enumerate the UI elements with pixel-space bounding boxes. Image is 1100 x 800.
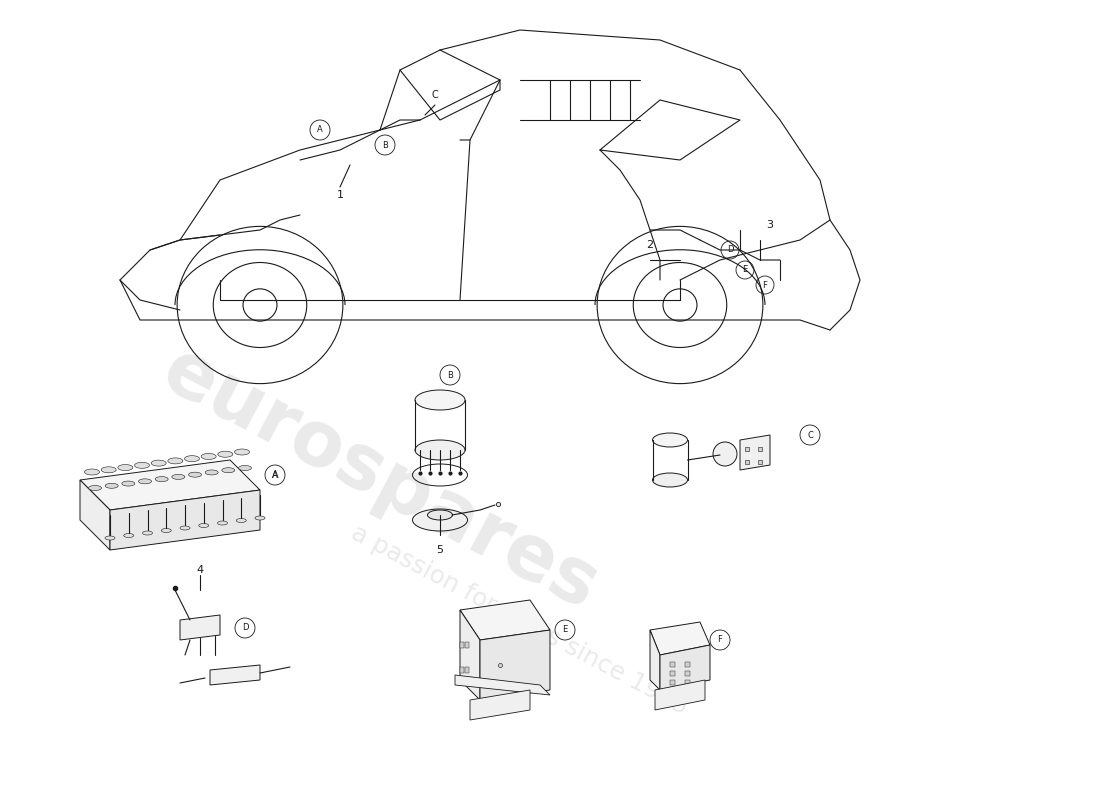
Text: eurospares: eurospares (150, 334, 610, 626)
Bar (685, 679, 690, 685)
Polygon shape (455, 675, 550, 695)
Circle shape (713, 442, 737, 466)
Text: 3: 3 (767, 220, 773, 230)
Bar (670, 670, 674, 675)
Polygon shape (80, 480, 110, 550)
Text: D: D (242, 623, 249, 633)
Ellipse shape (139, 479, 152, 484)
Text: B: B (447, 370, 453, 379)
Polygon shape (650, 622, 710, 655)
Text: B: B (382, 141, 388, 150)
Bar (460, 667, 464, 673)
Polygon shape (470, 690, 530, 720)
Bar (685, 670, 690, 675)
Ellipse shape (88, 486, 101, 490)
Ellipse shape (188, 472, 201, 477)
Text: E: E (742, 266, 748, 274)
Ellipse shape (118, 465, 133, 470)
Polygon shape (660, 645, 710, 690)
Text: a passion for parts since 1985: a passion for parts since 1985 (348, 521, 693, 719)
Polygon shape (210, 665, 260, 685)
Ellipse shape (222, 468, 234, 473)
Bar (670, 679, 674, 685)
Polygon shape (460, 600, 550, 640)
Bar (460, 642, 464, 648)
Ellipse shape (101, 466, 117, 473)
Text: A: A (272, 470, 278, 479)
Polygon shape (650, 630, 660, 690)
Ellipse shape (134, 462, 150, 468)
Text: C: C (431, 90, 439, 100)
Text: 1: 1 (337, 190, 343, 200)
Ellipse shape (151, 460, 166, 466)
Text: F: F (717, 635, 723, 645)
Text: C: C (807, 430, 813, 439)
Ellipse shape (412, 509, 468, 531)
Polygon shape (80, 460, 260, 510)
Bar (465, 642, 469, 648)
Ellipse shape (428, 510, 452, 520)
Polygon shape (654, 680, 705, 710)
Ellipse shape (255, 516, 265, 520)
Text: 4: 4 (197, 565, 204, 575)
Bar (670, 662, 674, 666)
Ellipse shape (172, 474, 185, 479)
Ellipse shape (199, 523, 209, 527)
Polygon shape (740, 435, 770, 470)
Ellipse shape (168, 458, 183, 464)
Ellipse shape (104, 536, 116, 540)
Ellipse shape (155, 477, 168, 482)
Ellipse shape (206, 470, 218, 475)
Ellipse shape (234, 449, 250, 455)
Ellipse shape (652, 473, 688, 487)
Ellipse shape (123, 534, 134, 538)
Polygon shape (110, 490, 260, 550)
Bar (685, 662, 690, 666)
Polygon shape (460, 610, 480, 700)
Text: 5: 5 (437, 545, 443, 555)
Polygon shape (480, 630, 550, 700)
Ellipse shape (218, 521, 228, 525)
Bar (465, 667, 469, 673)
Ellipse shape (185, 456, 199, 462)
Ellipse shape (239, 466, 252, 470)
Ellipse shape (415, 390, 465, 410)
Ellipse shape (180, 526, 190, 530)
Ellipse shape (201, 454, 217, 459)
Text: E: E (562, 626, 568, 634)
Ellipse shape (162, 529, 172, 533)
Ellipse shape (122, 481, 135, 486)
Text: A: A (317, 126, 323, 134)
Text: D: D (727, 246, 734, 254)
Text: F: F (762, 281, 768, 290)
Ellipse shape (415, 440, 465, 460)
Ellipse shape (218, 451, 233, 458)
Ellipse shape (236, 518, 246, 522)
Ellipse shape (652, 433, 688, 447)
Ellipse shape (85, 469, 99, 475)
Polygon shape (180, 615, 220, 640)
Text: A: A (272, 470, 278, 480)
Text: 2: 2 (647, 240, 653, 250)
Ellipse shape (143, 531, 153, 535)
Ellipse shape (106, 483, 118, 488)
